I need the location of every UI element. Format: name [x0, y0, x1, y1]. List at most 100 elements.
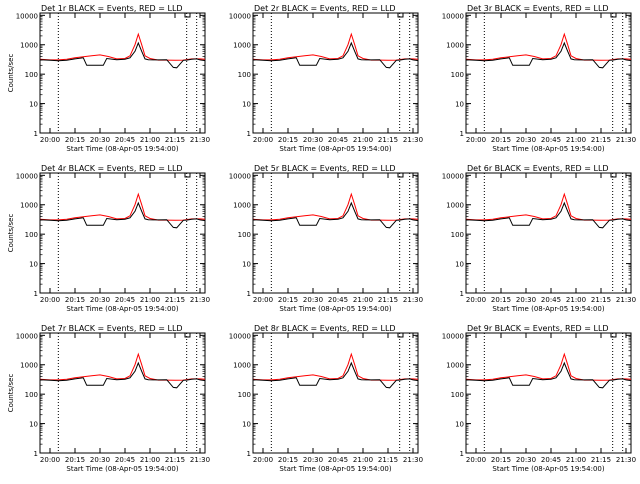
detector-panel-5: Det 5r BLACK = Events, RED = LLD 1 10 100 10…: [229, 164, 423, 313]
lld-rate-line: [39, 32, 206, 61]
y-tick-label: 10000: [229, 12, 251, 20]
lld-rate-line: [39, 352, 206, 381]
x-tick-label: 21:15: [591, 456, 611, 464]
lld-rate-line: [252, 192, 419, 221]
y-tick-label: 100: [238, 231, 251, 239]
x-tick-label: 20:45: [328, 456, 348, 464]
y-tick-label: 10000: [442, 172, 464, 180]
x-tick-label: 21:30: [190, 136, 210, 144]
y-tick-label: 1000: [20, 202, 38, 210]
x-tick-label: 21:00: [140, 456, 160, 464]
x-tick-label: 21:30: [403, 136, 423, 144]
x-tick-label: 20:30: [303, 136, 323, 144]
y-tick-label: 100: [25, 71, 38, 79]
x-tick-label: 20:15: [65, 456, 85, 464]
y-tick-label: 10: [29, 421, 38, 429]
y-tick-label: 1000: [446, 42, 464, 50]
y-tick-label: 10: [455, 101, 464, 109]
x-tick-label: 21:30: [616, 136, 636, 144]
top-marker-box: [397, 12, 404, 18]
y-axis-label: Counts/sec: [7, 214, 15, 253]
y-tick-label: 1000: [233, 42, 251, 50]
top-marker-box: [397, 172, 404, 178]
y-tick-label: 100: [25, 231, 38, 239]
y-tick-label: 10000: [442, 332, 464, 340]
detector-panel-8: Det 8r BLACK = Events, RED = LLD 1 10 100 10…: [229, 324, 423, 473]
x-tick-label: 20:15: [491, 136, 511, 144]
x-tick-label: 21:00: [140, 136, 160, 144]
y-tick-label: 1000: [446, 362, 464, 370]
x-tick-label: 20:45: [115, 456, 135, 464]
lld-rate-line: [465, 192, 632, 221]
x-axis-label: Start Time (08-Apr-05 19:54:00): [66, 305, 178, 313]
detector-panel-3: Det 3r BLACK = Events, RED = LLD 1 10 100 10…: [442, 4, 636, 153]
y-tick-label: 1: [34, 290, 38, 298]
x-tick-label: 21:30: [190, 296, 210, 304]
y-tick-label: 100: [238, 391, 251, 399]
x-tick-label: 20:15: [491, 456, 511, 464]
events-rate-line: [252, 361, 419, 389]
y-tick-label: 10: [242, 261, 251, 269]
plot-frame: [39, 172, 206, 294]
x-tick-label: 20:15: [278, 136, 298, 144]
y-tick-label: 1000: [233, 362, 251, 370]
x-tick-label: 20:45: [541, 456, 561, 464]
x-tick-label: 20:15: [491, 296, 511, 304]
x-tick-label: 21:15: [378, 456, 398, 464]
panel-title: Det 1r BLACK = Events, RED = LLD: [41, 4, 183, 13]
x-tick-label: 21:30: [190, 456, 210, 464]
x-tick-label: 20:00: [40, 296, 60, 304]
plot-frame: [465, 12, 632, 134]
y-tick-label: 10: [455, 421, 464, 429]
y-tick-label: 100: [451, 391, 464, 399]
top-marker-box: [610, 332, 617, 338]
events-rate-line: [39, 361, 206, 389]
panel-title: Det 3r BLACK = Events, RED = LLD: [467, 4, 609, 13]
x-tick-label: 20:45: [115, 296, 135, 304]
x-tick-label: 21:00: [353, 456, 373, 464]
panel-title: Det 6r BLACK = Events, RED = LLD: [467, 164, 609, 173]
y-tick-label: 100: [238, 71, 251, 79]
lld-rate-line: [252, 352, 419, 381]
y-tick-label: 1: [247, 130, 251, 138]
x-tick-label: 21:15: [591, 136, 611, 144]
x-tick-label: 20:45: [115, 136, 135, 144]
x-tick-label: 21:00: [353, 136, 373, 144]
x-tick-label: 20:30: [303, 456, 323, 464]
x-tick-label: 21:15: [165, 296, 185, 304]
x-tick-label: 21:00: [566, 136, 586, 144]
x-tick-label: 20:00: [40, 136, 60, 144]
detector-panel-2: Det 2r BLACK = Events, RED = LLD 1 10 100 10…: [229, 4, 423, 153]
x-tick-label: 21:15: [378, 296, 398, 304]
plot-frame: [39, 12, 206, 134]
x-axis-label: Start Time (08-Apr-05 19:54:00): [279, 145, 391, 153]
x-tick-label: 20:15: [65, 136, 85, 144]
x-tick-label: 20:15: [65, 296, 85, 304]
x-tick-label: 20:30: [90, 136, 110, 144]
top-marker-box: [184, 332, 191, 338]
x-tick-label: 21:00: [566, 456, 586, 464]
y-tick-label: 1000: [233, 202, 251, 210]
y-tick-label: 1000: [20, 42, 38, 50]
top-marker-box: [184, 12, 191, 18]
y-axis-label: Counts/sec: [7, 374, 15, 413]
y-tick-label: 10000: [229, 332, 251, 340]
x-tick-label: 20:15: [278, 456, 298, 464]
y-tick-label: 1: [460, 290, 464, 298]
plot-frame: [252, 332, 419, 454]
detector-panel-9: Det 9r BLACK = Events, RED = LLD 1 10 100 10…: [442, 324, 636, 473]
panel-title: Det 8r BLACK = Events, RED = LLD: [254, 324, 396, 333]
y-tick-label: 1000: [20, 362, 38, 370]
x-tick-label: 21:30: [403, 456, 423, 464]
x-tick-label: 20:15: [278, 296, 298, 304]
plot-frame: [252, 172, 419, 294]
y-tick-label: 1: [460, 450, 464, 458]
panel-title: Det 2r BLACK = Events, RED = LLD: [254, 4, 396, 13]
events-rate-line: [465, 201, 632, 229]
y-tick-label: 10: [242, 421, 251, 429]
x-tick-label: 20:00: [253, 136, 273, 144]
x-tick-label: 20:00: [253, 456, 273, 464]
x-tick-label: 21:00: [140, 296, 160, 304]
